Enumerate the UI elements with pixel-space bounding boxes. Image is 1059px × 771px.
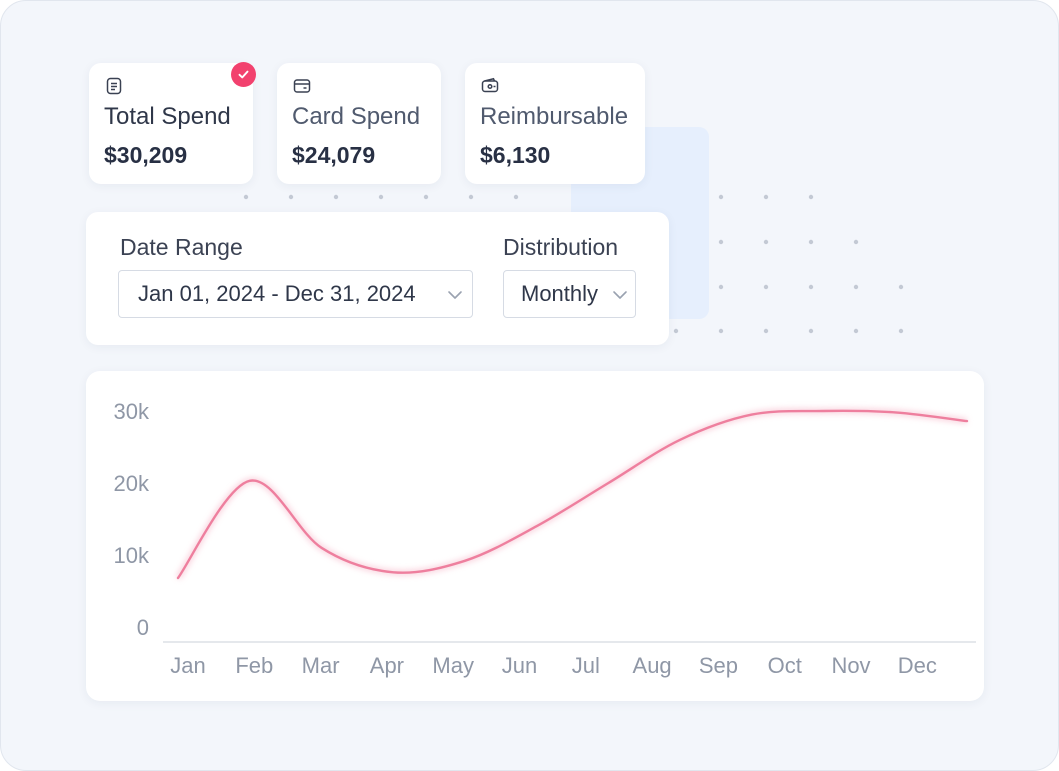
chevron-down-icon — [448, 291, 462, 299]
x-tick-label: Apr — [370, 653, 404, 678]
x-tick-label: Jan — [170, 653, 205, 678]
date-range-label: Date Range — [120, 234, 243, 260]
distribution-label: Distribution — [503, 234, 619, 260]
wallet-icon — [481, 77, 499, 93]
stat-card-total-spend[interactable]: Total Spend $30,209 — [89, 63, 253, 184]
distribution-value: Monthly — [521, 281, 599, 306]
stat-label: Reimbursable — [480, 103, 629, 130]
stat-card-reimbursable[interactable]: Reimbursable $6,130 — [465, 63, 645, 184]
x-tick-label: Jun — [502, 653, 537, 678]
date-range-value: Jan 01, 2024 - Dec 31, 2024 — [138, 281, 416, 306]
chevron-down-icon — [613, 291, 627, 299]
distribution-select[interactable]: Monthly — [503, 270, 636, 318]
x-tick-label: Nov — [831, 653, 870, 678]
x-tick-label: Oct — [768, 653, 802, 678]
y-tick-label: 10k — [114, 543, 150, 568]
x-tick-label: Aug — [633, 653, 672, 678]
x-tick-label: Jul — [572, 653, 600, 678]
card-icon — [293, 79, 311, 93]
series-line — [176, 409, 969, 580]
stat-value: $6,130 — [480, 142, 551, 168]
stat-value: $30,209 — [104, 142, 188, 168]
stat-card-card-spend[interactable]: Card Spend $24,079 — [277, 63, 441, 184]
x-tick-label: Dec — [898, 653, 937, 678]
date-range-select[interactable]: Jan 01, 2024 - Dec 31, 2024 — [118, 270, 473, 318]
spend-chart-card: 30k 20k 10k 0 Jan Feb Mar Apr May Jun Jul Aug Sep Oc… — [86, 371, 984, 701]
stat-value: $24,079 — [292, 142, 376, 168]
y-tick-label: 0 — [137, 615, 149, 640]
document-icon — [106, 77, 122, 95]
x-tick-label: Sep — [699, 653, 738, 678]
x-tick-label: Feb — [235, 653, 273, 678]
filters-panel: Date Range Jan 01, 2024 - Dec 31, 2024 D… — [86, 212, 669, 345]
stat-label: Card Spend — [292, 103, 421, 130]
spend-line-chart: 30k 20k 10k 0 Jan Feb Mar Apr May Jun Jul Aug Sep Oc… — [114, 399, 976, 678]
stat-label: Total Spend — [104, 103, 231, 130]
x-tick-label: Mar — [302, 653, 340, 678]
x-tick-label: May — [432, 653, 474, 678]
y-tick-label: 20k — [114, 471, 150, 496]
selected-check-icon — [231, 62, 256, 87]
series-line-glow — [175, 407, 968, 580]
y-tick-label: 30k — [114, 399, 150, 424]
